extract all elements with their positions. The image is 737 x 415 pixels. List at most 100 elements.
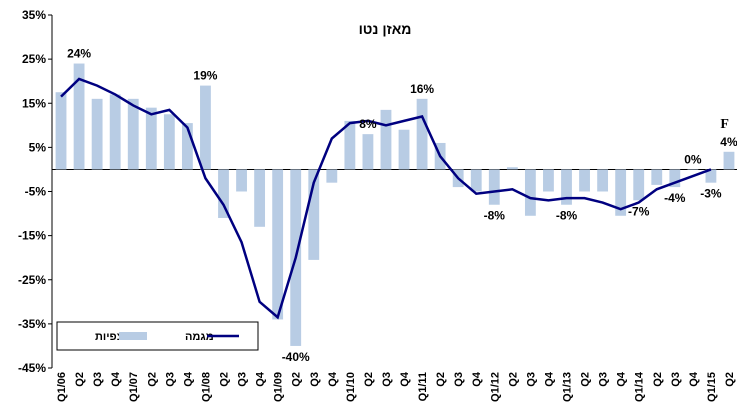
bar xyxy=(723,151,735,170)
data-label: -8% xyxy=(484,209,506,223)
x-tick-label: Q1/06 xyxy=(56,372,68,402)
x-tick-label: Q4 xyxy=(688,371,700,387)
legend-swatch xyxy=(119,332,147,340)
x-tick-label: Q2 xyxy=(291,372,303,387)
x-tick-label: Q1/09 xyxy=(273,372,285,402)
x-tick-label: Q4 xyxy=(616,371,628,387)
x-tick-label: Q1/14 xyxy=(634,371,646,402)
x-tick-label: Q2 xyxy=(219,372,231,387)
annotation: F xyxy=(720,117,729,132)
x-tick-label: Q1/12 xyxy=(489,372,501,402)
y-tick-label: 5% xyxy=(29,140,47,154)
x-tick-label: Q2 xyxy=(435,372,447,387)
y-tick-label: -35% xyxy=(18,317,46,331)
bar xyxy=(344,120,356,170)
bar xyxy=(705,169,717,183)
bar xyxy=(597,169,609,192)
bar xyxy=(73,63,85,170)
bar xyxy=(272,169,284,320)
x-tick-label: Q2 xyxy=(724,372,736,387)
bar xyxy=(524,169,536,216)
bar xyxy=(308,169,320,260)
bar xyxy=(127,98,139,170)
x-tick-label: Q1/15 xyxy=(706,372,718,402)
x-tick-label: Q2 xyxy=(652,372,664,387)
bar xyxy=(398,129,410,170)
bar xyxy=(254,169,266,227)
x-tick-label: Q3 xyxy=(453,372,465,387)
x-tick-label: Q2 xyxy=(146,372,158,387)
bar xyxy=(91,98,103,170)
data-label: -4% xyxy=(664,191,686,205)
data-label: 4% xyxy=(720,135,737,149)
bar xyxy=(109,94,121,170)
y-tick-label: 35% xyxy=(22,8,46,22)
x-tick-label: Q4 xyxy=(399,371,411,387)
data-label: 8% xyxy=(359,117,377,131)
bar xyxy=(200,85,211,170)
bar xyxy=(470,169,482,192)
bar xyxy=(163,114,175,170)
legend-label: מגמה xyxy=(185,331,214,343)
data-label: 24% xyxy=(67,47,91,61)
bar xyxy=(55,92,67,170)
bar xyxy=(218,169,229,218)
x-tick-label: Q3 xyxy=(309,372,321,387)
data-label: 16% xyxy=(410,82,434,96)
y-tick-label: -5% xyxy=(25,185,47,199)
x-tick-label: Q1/07 xyxy=(128,372,140,402)
bar xyxy=(543,169,554,192)
bar xyxy=(579,169,590,192)
x-tick-label: Q4 xyxy=(110,371,122,387)
bar xyxy=(380,109,392,170)
data-label: -3% xyxy=(700,187,722,201)
bar xyxy=(488,169,500,205)
y-tick-label: 25% xyxy=(22,52,46,66)
bar xyxy=(416,98,428,170)
bar xyxy=(615,169,627,216)
data-label: -8% xyxy=(556,209,578,223)
x-tick-label: Q2 xyxy=(507,372,519,387)
bar xyxy=(651,169,663,185)
bar xyxy=(145,107,157,170)
x-tick-label: Q3 xyxy=(237,372,249,387)
bar xyxy=(669,169,681,188)
x-tick-label: Q1/11 xyxy=(417,372,429,401)
x-tick-label: Q3 xyxy=(381,372,393,387)
x-tick-label: Q3 xyxy=(164,372,176,387)
x-tick-label: Q3 xyxy=(525,372,537,387)
y-tick-label: 15% xyxy=(22,96,46,110)
bar xyxy=(326,169,338,183)
bar xyxy=(236,169,247,192)
chart-title: מאזן נטו xyxy=(359,21,412,37)
trend-line xyxy=(60,77,712,320)
x-tick-label: Q4 xyxy=(255,371,267,387)
y-tick-label: -25% xyxy=(18,273,46,287)
x-tick-label: Q4 xyxy=(543,371,555,387)
x-tick-label: Q1/08 xyxy=(200,372,212,402)
data-label: 0% xyxy=(684,152,702,166)
x-tick-label: Q2 xyxy=(74,372,86,387)
bar xyxy=(181,123,193,170)
x-tick-label: Q1/10 xyxy=(345,372,357,402)
bar xyxy=(561,169,572,205)
x-tick-label: Q3 xyxy=(670,372,682,387)
bar xyxy=(506,167,518,170)
x-tick-label: Q4 xyxy=(182,371,194,387)
data-label: 19% xyxy=(193,69,217,83)
bar xyxy=(687,169,699,170)
x-tick-label: Q4 xyxy=(327,371,339,387)
x-tick-label: Q3 xyxy=(92,372,104,387)
x-tick-label: Q4 xyxy=(471,371,483,387)
y-tick-label: -45% xyxy=(18,361,46,375)
x-tick-label: Q1/13 xyxy=(562,372,574,402)
x-tick-label: Q2 xyxy=(580,372,592,387)
bar xyxy=(362,134,374,170)
y-tick-label: -15% xyxy=(18,229,46,243)
data-label: -7% xyxy=(628,204,650,218)
x-tick-label: Q3 xyxy=(598,372,610,387)
x-tick-label: Q2 xyxy=(363,372,375,387)
data-label: -40% xyxy=(282,350,310,364)
